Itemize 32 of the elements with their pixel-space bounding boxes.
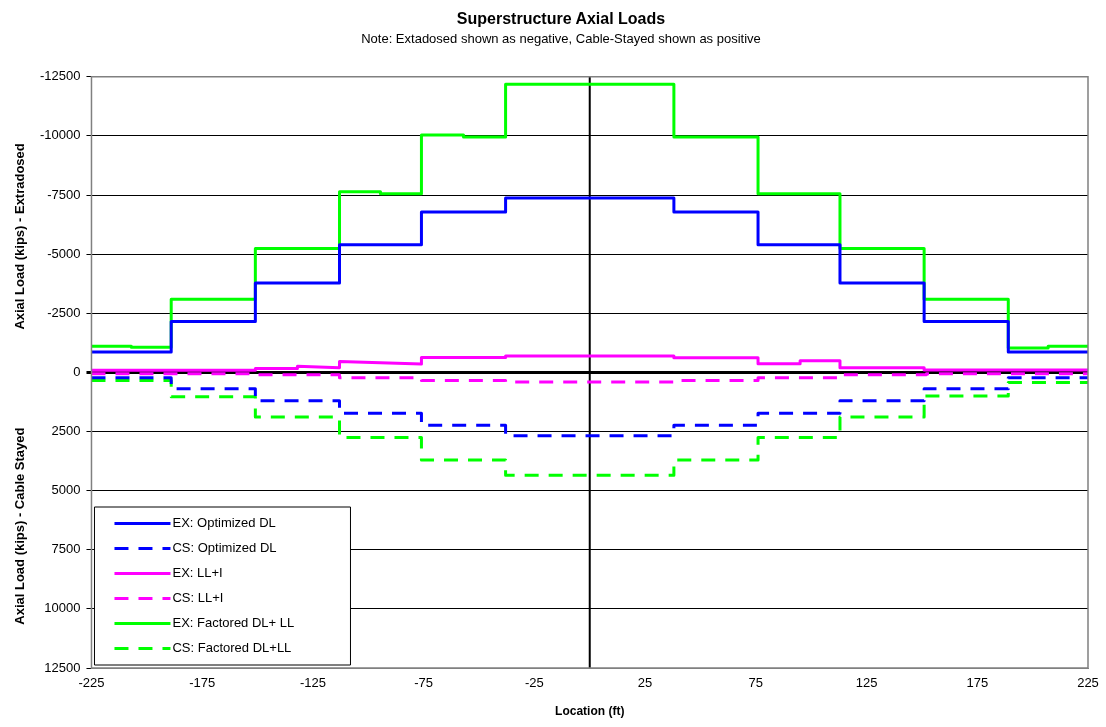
x-tick-label: 175 [966,675,989,691]
legend-label: CS: LL+I [172,590,224,606]
x-tick-label: -175 [189,675,216,691]
y-tick-label: -7500 [47,186,81,202]
x-tick-label: -75 [414,675,434,691]
legend-label: EX: LL+I [172,565,223,581]
y-tick-label: 7500 [51,541,81,557]
y-tick-label: -2500 [47,304,81,320]
y-tick-label: 12500 [44,659,81,675]
legend-label: EX: Optimized DL [172,515,276,531]
y-axis-title: Axial Load (kips) - Extradosed [11,143,27,330]
x-tick-label: 125 [855,675,878,691]
chart-title: Superstructure Axial Loads [456,10,666,28]
y-tick-label: 0 [73,363,81,379]
legend-label: CS: Factored DL+LL [172,640,292,656]
x-tick-label: 225 [1077,675,1099,691]
x-tick-label: 75 [748,675,764,691]
legend-label: CS: Optimized DL [172,540,277,556]
x-tick-label: -225 [78,675,105,691]
y-tick-label: -12500 [39,68,81,84]
x-tick-label: 25 [637,675,653,691]
x-tick-label: -25 [524,675,544,691]
legend-label: EX: Factored DL+ LL [172,615,295,631]
chart-subtitle: Note: Extadosed shown as negative, Cable-Stayed shown as positive [361,30,761,46]
y-tick-label: 2500 [51,423,81,439]
x-axis-title: Location (ft) [555,704,625,719]
y-tick-label: -10000 [39,127,81,143]
x-tick-label: -125 [299,675,326,691]
y-tick-label: 10000 [44,600,81,616]
text: Axial Load (kips) - Cable Stayed [11,427,27,625]
y-tick-label: -5000 [47,245,81,261]
y-tick-label: 5000 [51,482,81,498]
